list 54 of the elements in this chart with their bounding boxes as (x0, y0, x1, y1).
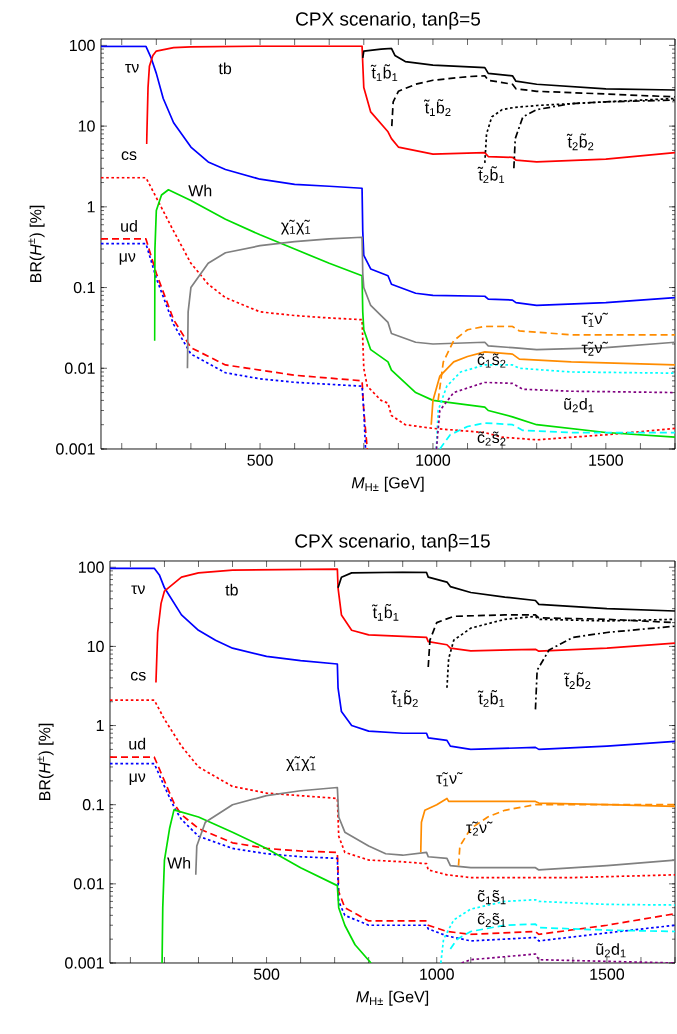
annotation: τν (131, 585, 145, 595)
annotation: τ̃$_{2}$ν̃ (581, 341, 608, 356)
x-tick-label: 1000 (420, 968, 454, 980)
annotation: t̃$_{1}$b̃$_{2}$ (391, 690, 418, 707)
y-axis-title: BR(H$^{±}$) [%] (37, 723, 54, 801)
x-tick-label: 1500 (590, 968, 625, 980)
y-tick-label: 100 (69, 39, 95, 52)
annotation: t̃$_{1}$b̃$_{1}$ (371, 603, 399, 621)
y-tick-label: 10 (87, 640, 104, 653)
y-tick-label: 0.001 (65, 957, 104, 969)
y-tick-label: 0.1 (82, 799, 104, 811)
annotation: τ̃$_{1}$ν̃ (581, 312, 608, 327)
annotation: τ̃$_{1}$ν̃ (436, 772, 463, 787)
annotation: cs (121, 151, 137, 161)
annotation: tb (225, 583, 238, 596)
x-tick-label: 500 (253, 968, 280, 980)
y-tick-label: 0.001 (56, 443, 95, 455)
annotation: t̃$_{2}$b̃$_{2}$ (566, 133, 594, 151)
y-tick-label: 0.01 (73, 878, 104, 890)
annotation: t̃$_{2}$b̃$_{1}$ (477, 166, 505, 184)
annotation: χ̃$_{1}$χ̃$_{1}$ (286, 756, 316, 772)
annotation: μν (129, 773, 146, 785)
annotation: cs (130, 671, 146, 681)
annotation: ud (121, 220, 137, 232)
chart-title: CPX scenario, tanβ=5 (296, 11, 481, 30)
annotation: μν (119, 253, 136, 265)
annotation: t̃$_{2}$b̃$_{1}$ (477, 690, 505, 707)
annotation: t̃$_{1}$b̃$_{2}$ (424, 99, 451, 116)
x-tick-label: 1000 (416, 454, 451, 466)
annotation: τν (125, 64, 139, 73)
annotation: τ̃$_{2}$ν̃ (466, 821, 493, 836)
x-axis-title: M$_{H±}$ [GeV] (356, 990, 429, 1006)
x-tick-label: 1500 (589, 454, 623, 466)
annotation: c̃$_{1}$s̃$_{1}$ (477, 890, 506, 905)
y-tick-label: 100 (78, 561, 104, 573)
annotation: Wh (167, 856, 191, 869)
annotation: ũ$_{2}$d$_{1}$ (596, 943, 626, 958)
annotation: c̃$_{2}$s̃$_{2}$ (477, 431, 506, 446)
x-tick-label: 500 (247, 454, 273, 466)
annotation: ũ$_{2}$d$_{1}$ (564, 398, 594, 413)
x-axis-title: M$_{H±}$ [GeV] (351, 476, 424, 492)
y-tick-label: 0.01 (64, 362, 95, 374)
chart-title: CPX scenario, tanβ=15 (295, 533, 490, 552)
annotation: t̃$_{2}$b̃$_{2}$ (563, 672, 591, 689)
y-tick-label: 0.1 (73, 281, 95, 294)
y-tick-label: 1 (96, 720, 104, 732)
annotation: ud (129, 737, 146, 750)
y-axis-title: BR(H$^{±}$) [%] (28, 205, 45, 283)
annotation: tb (218, 62, 232, 75)
y-tick-label: 10 (78, 120, 95, 132)
annotation: t̃$_{1}$b̃$_{1}$ (370, 64, 398, 81)
annotation: Wh (188, 184, 212, 197)
y-tick-label: 1 (87, 201, 95, 213)
annotation: χ̃$_{1}$χ̃$_{1}$ (281, 219, 311, 235)
